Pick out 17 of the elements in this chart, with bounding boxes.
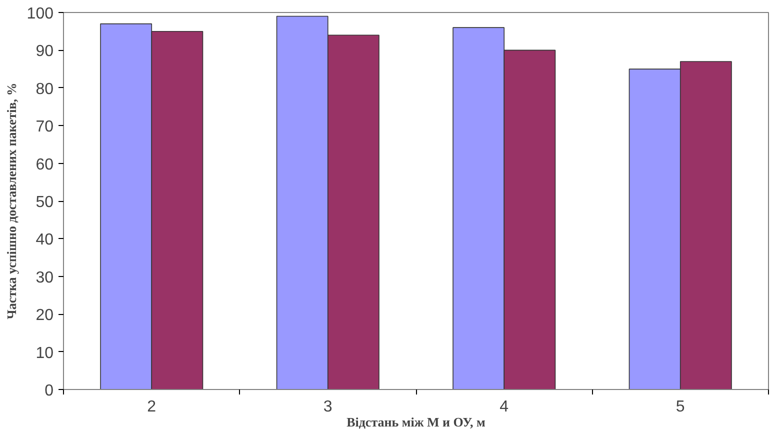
y-tick-label: 40: [36, 232, 54, 249]
y-tick-label: 100: [26, 6, 54, 22]
y-tick-label: 60: [36, 156, 54, 174]
y-tick-label: 20: [36, 307, 54, 324]
y-axis-title: Частка успішно доставлених пакетів, %: [4, 82, 19, 320]
y-tick-label: 0: [44, 382, 54, 400]
y-tick-label: 80: [36, 80, 54, 98]
x-tick-label: 2: [147, 398, 156, 416]
x-tick-label: 3: [323, 398, 332, 416]
y-tick-label: 30: [36, 269, 54, 286]
x-tick-label: 5: [676, 398, 685, 416]
y-tick-label: 10: [36, 344, 54, 362]
y-tick-label: 50: [36, 194, 54, 211]
y-tick-label: 70: [36, 118, 54, 136]
x-tick-label: 4: [500, 398, 509, 416]
x-axis-title: Відстань між М и ОУ, м: [346, 414, 486, 430]
y-tick-label: 90: [36, 43, 54, 60]
